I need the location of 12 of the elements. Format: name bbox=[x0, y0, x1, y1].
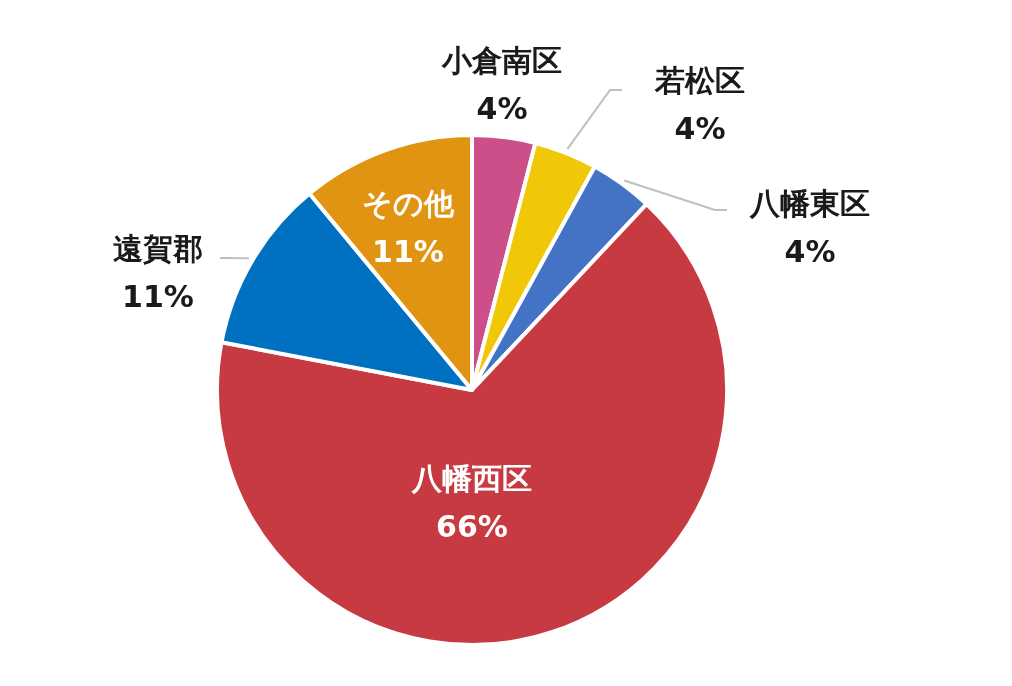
slice-label: 八幡東区 bbox=[749, 185, 870, 221]
slice-label: 八幡西区 bbox=[411, 460, 532, 496]
slice-label: 小倉南区 bbox=[441, 42, 562, 78]
data-label: 11% bbox=[372, 233, 444, 269]
data-label: 4% bbox=[476, 90, 528, 126]
slice-label: 遠賀郡 bbox=[113, 230, 203, 266]
data-label: 4% bbox=[784, 233, 836, 269]
slice-label: その他 bbox=[362, 185, 455, 221]
data-label: 4% bbox=[674, 110, 726, 146]
slice-label: 若松区 bbox=[654, 62, 745, 98]
data-label: 66% bbox=[436, 508, 508, 544]
data-label: 11% bbox=[122, 278, 194, 314]
